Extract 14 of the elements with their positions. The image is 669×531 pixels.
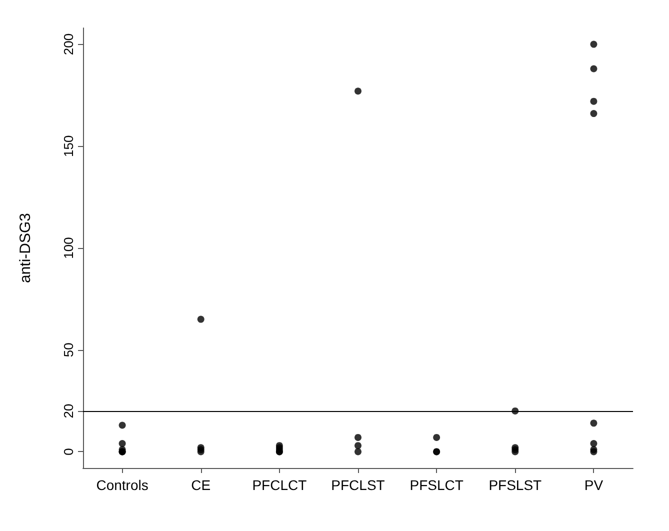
- y-tick-label: 150: [61, 135, 76, 157]
- y-tick-label: 200: [61, 33, 76, 56]
- x-tick-label: PFCLCT: [252, 477, 308, 493]
- x-tick-label: Controls: [96, 477, 148, 493]
- y-tick-label: 100: [61, 237, 76, 259]
- x-tick-label: PV: [584, 477, 604, 493]
- y-axis-title: anti-DSG3: [17, 212, 34, 284]
- y-tick-label: 50: [61, 342, 76, 358]
- x-tick-label: CE: [191, 477, 211, 493]
- x-tick-label: PFCLST: [331, 477, 386, 493]
- x-tick-label: PFSLCT: [410, 477, 464, 493]
- x-tick-label: PFSLST: [488, 477, 542, 493]
- y-tick-label: 20: [61, 404, 76, 418]
- y-tick-label: 0: [61, 448, 76, 456]
